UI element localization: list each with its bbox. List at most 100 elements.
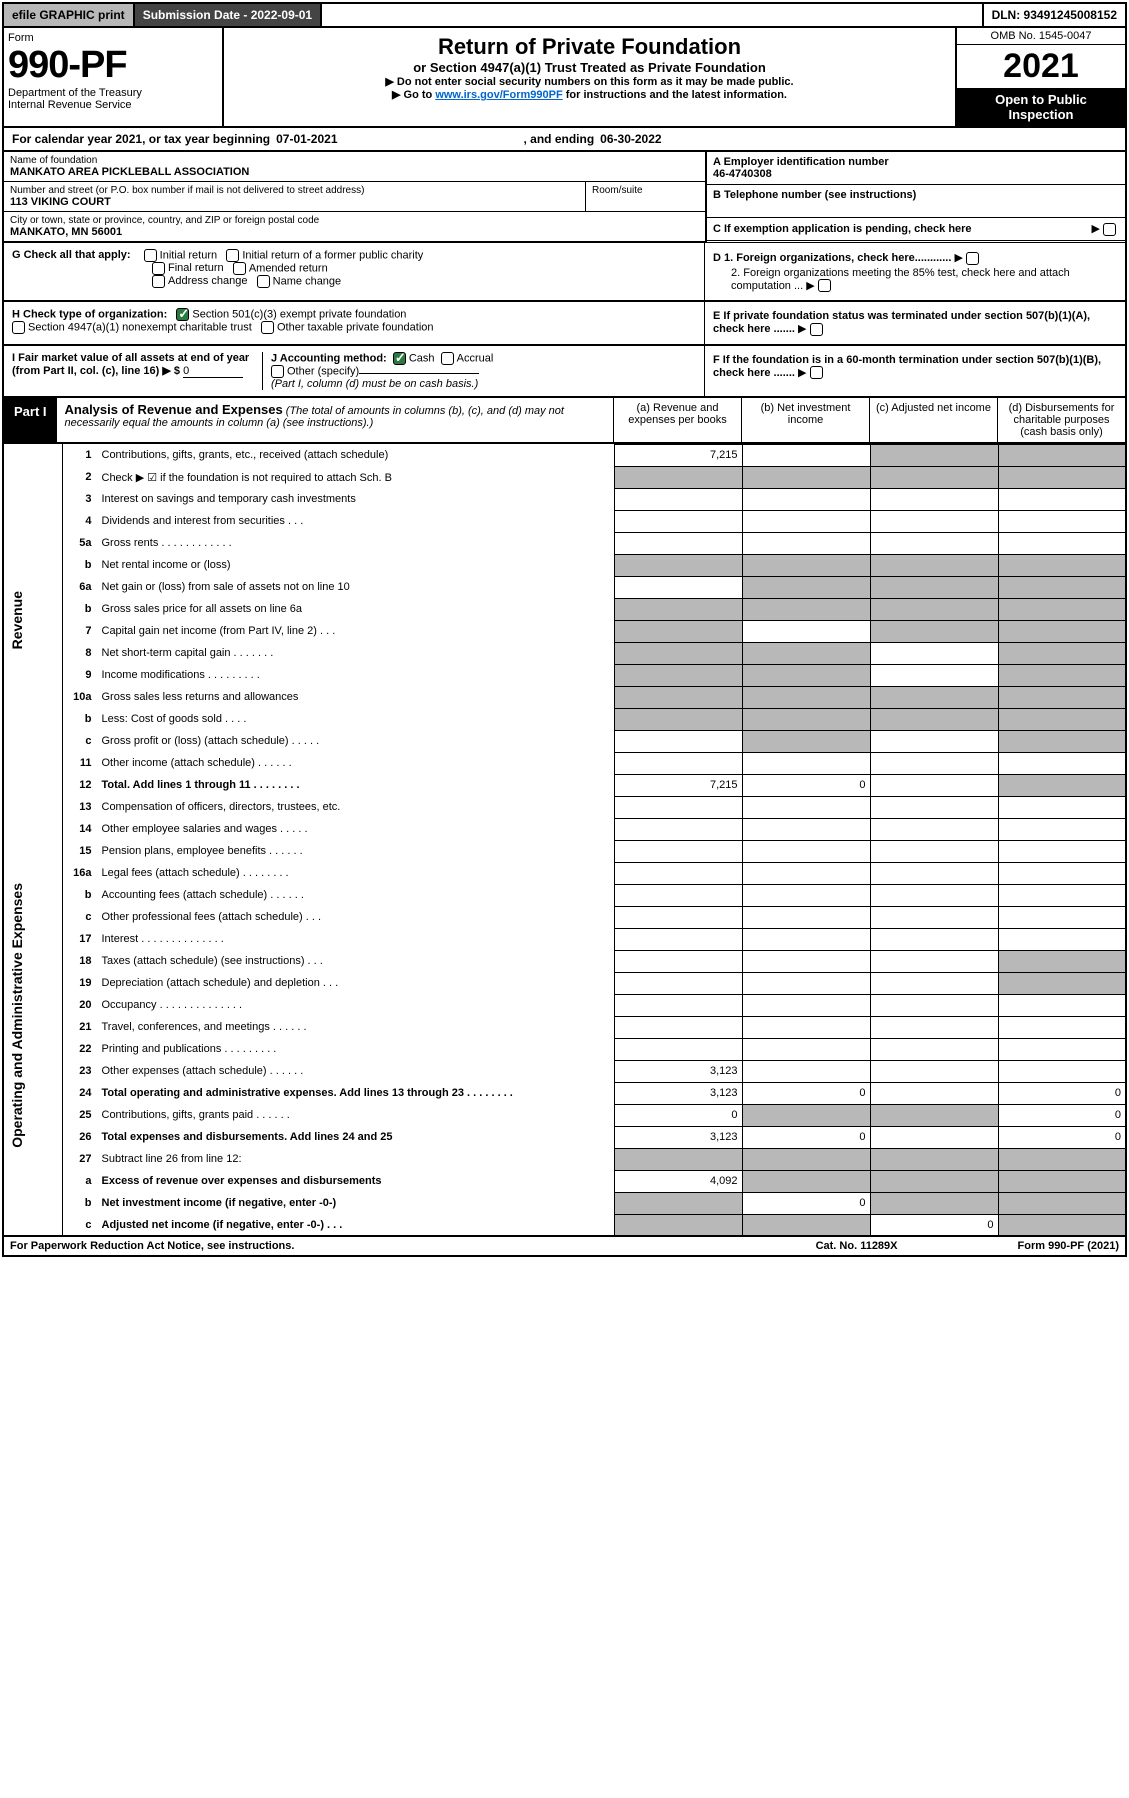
cell-d xyxy=(998,576,1126,598)
row-number: 16a xyxy=(63,862,97,884)
d1-checkbox[interactable] xyxy=(966,252,979,265)
form-label: Form xyxy=(8,32,218,44)
form-header: Form 990-PF Department of the Treasury I… xyxy=(2,28,1127,128)
row-description: Other income (attach schedule) . . . . .… xyxy=(97,752,615,774)
cell-d xyxy=(998,444,1126,466)
cell-c xyxy=(870,554,998,576)
row-number: 5a xyxy=(63,532,97,554)
row-number: 11 xyxy=(63,752,97,774)
cell-d xyxy=(998,620,1126,642)
row-description: Excess of revenue over expenses and disb… xyxy=(97,1170,615,1192)
row-description: Other employee salaries and wages . . . … xyxy=(97,818,615,840)
cell-a xyxy=(614,840,742,862)
cell-a xyxy=(614,972,742,994)
cell-a xyxy=(614,994,742,1016)
cell-d xyxy=(998,796,1126,818)
cell-b xyxy=(742,444,870,466)
cell-d xyxy=(998,708,1126,730)
e-checkbox[interactable] xyxy=(810,323,823,336)
row-description: Legal fees (attach schedule) . . . . . .… xyxy=(97,862,615,884)
name-change-checkbox[interactable] xyxy=(257,275,270,288)
row-number: 12 xyxy=(63,774,97,796)
cell-c xyxy=(870,752,998,774)
irs-label: Internal Revenue Service xyxy=(8,99,218,111)
cell-d xyxy=(998,466,1126,488)
cell-c xyxy=(870,488,998,510)
irs-link[interactable]: www.irs.gov/Form990PF xyxy=(435,89,562,101)
4947-checkbox[interactable] xyxy=(12,321,25,334)
row-number: 26 xyxy=(63,1126,97,1148)
cell-d: 0 xyxy=(998,1126,1126,1148)
final-return-checkbox[interactable] xyxy=(152,262,165,275)
row-number: c xyxy=(63,1214,97,1236)
street-address: 113 VIKING COURT xyxy=(10,196,579,208)
cell-a xyxy=(614,554,742,576)
cell-b xyxy=(742,972,870,994)
row-description: Total. Add lines 1 through 11 . . . . . … xyxy=(97,774,615,796)
cell-a xyxy=(614,862,742,884)
initial-return-checkbox[interactable] xyxy=(144,249,157,262)
cell-c xyxy=(870,1170,998,1192)
e-label: E If private foundation status was termi… xyxy=(713,310,1090,335)
row-number: 20 xyxy=(63,994,97,1016)
cell-c xyxy=(870,1148,998,1170)
address-change-checkbox[interactable] xyxy=(152,275,165,288)
col-b-header: (b) Net investment income xyxy=(741,398,869,442)
exemption-checkbox[interactable] xyxy=(1103,223,1116,236)
accrual-checkbox[interactable] xyxy=(441,352,454,365)
row-description: Net short-term capital gain . . . . . . … xyxy=(97,642,615,664)
initial-former-checkbox[interactable] xyxy=(226,249,239,262)
cell-a xyxy=(614,598,742,620)
cell-c xyxy=(870,1104,998,1126)
row-description: Pension plans, employee benefits . . . .… xyxy=(97,840,615,862)
other-method-checkbox[interactable] xyxy=(271,365,284,378)
f-checkbox[interactable] xyxy=(810,366,823,379)
part1-label: Part I xyxy=(4,398,57,442)
cell-b xyxy=(742,1060,870,1082)
cell-a xyxy=(614,686,742,708)
cash-checkbox[interactable] xyxy=(393,352,406,365)
row-description: Gross profit or (loss) (attach schedule)… xyxy=(97,730,615,752)
cell-b xyxy=(742,1148,870,1170)
d2-checkbox[interactable] xyxy=(818,279,831,292)
row-description: Gross sales price for all assets on line… xyxy=(97,598,615,620)
cell-d xyxy=(998,862,1126,884)
cell-c xyxy=(870,576,998,598)
cell-a: 7,215 xyxy=(614,774,742,796)
cell-b: 0 xyxy=(742,1126,870,1148)
topbar: efile GRAPHIC print Submission Date - 20… xyxy=(2,2,1127,28)
other-taxable-checkbox[interactable] xyxy=(261,321,274,334)
cell-a: 3,123 xyxy=(614,1060,742,1082)
cell-c xyxy=(870,840,998,862)
goto-note: ▶ Go to www.irs.gov/Form990PF for instru… xyxy=(230,88,949,101)
fmv-value: 0 xyxy=(183,365,243,378)
cell-b xyxy=(742,510,870,532)
cell-a xyxy=(614,1192,742,1214)
row-number: 25 xyxy=(63,1104,97,1126)
form-ref: Form 990-PF (2021) xyxy=(1018,1240,1119,1252)
cell-b xyxy=(742,818,870,840)
row-number: 27 xyxy=(63,1148,97,1170)
cell-d xyxy=(998,664,1126,686)
ssn-note: ▶ Do not enter social security numbers o… xyxy=(230,75,949,88)
city-state-zip: MANKATO, MN 56001 xyxy=(10,226,699,238)
row-description: Check ▶ ☑ if the foundation is not requi… xyxy=(97,466,615,488)
part1-title: Analysis of Revenue and Expenses xyxy=(65,402,283,417)
omb-number: OMB No. 1545-0047 xyxy=(957,28,1125,45)
row-number: a xyxy=(63,1170,97,1192)
dept-treasury: Department of the Treasury xyxy=(8,87,218,99)
cell-d xyxy=(998,488,1126,510)
cell-a xyxy=(614,708,742,730)
cell-a xyxy=(614,620,742,642)
row-description: Occupancy . . . . . . . . . . . . . . xyxy=(97,994,615,1016)
tax-year: 2021 xyxy=(957,45,1125,88)
cell-b xyxy=(742,1016,870,1038)
amended-checkbox[interactable] xyxy=(233,262,246,275)
cell-d xyxy=(998,532,1126,554)
501c3-checkbox[interactable] xyxy=(176,308,189,321)
form-title: Return of Private Foundation xyxy=(230,34,949,60)
row-number: 1 xyxy=(63,444,97,466)
row-number: b xyxy=(63,708,97,730)
col-c-header: (c) Adjusted net income xyxy=(869,398,997,442)
phone-label: B Telephone number (see instructions) xyxy=(713,189,1119,201)
